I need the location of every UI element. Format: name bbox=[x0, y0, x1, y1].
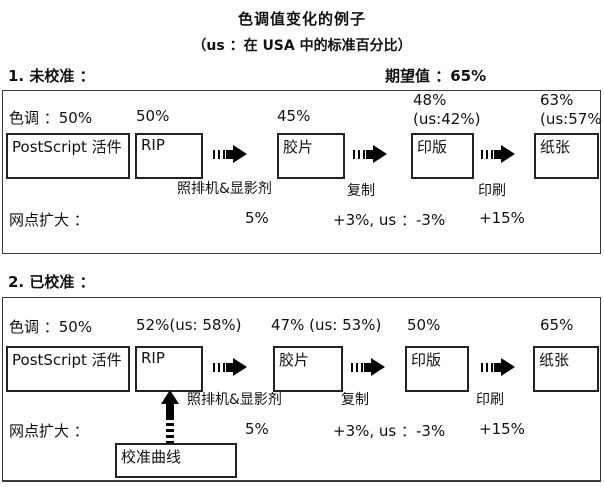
section2-value-plate: 50% bbox=[407, 316, 441, 334]
section1-tone-label: 色调 ：50% bbox=[9, 109, 93, 127]
section2-value-film: 47% (us: 53%) bbox=[271, 316, 382, 334]
section2-dotgain-paper: +15% bbox=[479, 420, 525, 438]
arrow-shaft bbox=[494, 362, 501, 372]
node-postscript-job: PostScript 活件 bbox=[6, 133, 130, 179]
arrow-head bbox=[371, 358, 385, 376]
process-label-copy: 复制 bbox=[341, 392, 369, 408]
node-paper: 纸张 bbox=[533, 346, 599, 392]
section1-value-paper-line1: 63% bbox=[540, 91, 574, 109]
process-label-copy: 复制 bbox=[347, 183, 375, 199]
arrow-head bbox=[233, 358, 247, 376]
arrow-stripes bbox=[353, 149, 366, 159]
section1-value-plate-line2: (us:42%) bbox=[413, 110, 481, 128]
section1-dotgain-plate: +3%, us ：-3% bbox=[333, 211, 446, 229]
section1-dotgain-film: 5% bbox=[245, 209, 269, 227]
arrow-stripes bbox=[351, 362, 364, 372]
section2-value-rip: 52%(us: 58%) bbox=[136, 316, 242, 334]
section1-value-paper-line2: (us:57% bbox=[540, 110, 602, 128]
arrow-head bbox=[501, 145, 515, 163]
node-postscript-job: PostScript 活件 bbox=[6, 346, 130, 392]
section1-value-rip: 50% bbox=[136, 107, 170, 125]
arrow-head bbox=[501, 358, 515, 376]
section2-dotgain-label: 网点扩大 ： bbox=[9, 422, 89, 440]
section1-value-plate-line1: 48% bbox=[413, 91, 447, 109]
section2-dotgain-plate: +3%, us ：-3% bbox=[333, 422, 446, 440]
section1-dotgain-label: 网点扩大 ： bbox=[9, 211, 89, 229]
section2-dotgain-film: 5% bbox=[245, 420, 269, 438]
flow-arrow-icon bbox=[481, 145, 515, 163]
section1-value-paper: 63% (us:57% bbox=[540, 91, 602, 129]
arrow-shaft bbox=[366, 149, 373, 159]
section1-dotgain-paper: +15% bbox=[479, 209, 525, 227]
flow-arrow-icon bbox=[353, 145, 387, 163]
section2-heading: 2. 已校准 ： bbox=[8, 273, 95, 291]
flow-arrow-icon bbox=[213, 145, 247, 163]
arrow-head bbox=[373, 145, 387, 163]
section2-panel: 色调 ：50% 52%(us: 58%) 47% (us: 53%) 50% 6… bbox=[2, 297, 601, 482]
arrow-shaft bbox=[364, 362, 371, 372]
process-label-imagesetter: 照排机&显影剂 bbox=[177, 181, 272, 197]
arrow-shaft bbox=[494, 149, 501, 159]
node-rip: RIP bbox=[135, 346, 203, 392]
node-plate: 印版 bbox=[405, 346, 469, 392]
feedback-arrow-icon bbox=[161, 390, 179, 444]
process-label-print: 印刷 bbox=[476, 392, 504, 408]
node-paper: 纸张 bbox=[534, 133, 599, 179]
diagram-subtitle: （us ：在 USA 中的标准百分比） bbox=[192, 38, 412, 54]
node-plate: 印版 bbox=[411, 133, 474, 179]
arrow-stripes bbox=[481, 362, 494, 372]
node-film: 胶片 bbox=[273, 346, 343, 392]
section2-tone-label: 色调 ：50% bbox=[9, 318, 93, 336]
arrow-shaft bbox=[226, 362, 233, 372]
expected-value-label: 期望值 ：65% bbox=[385, 67, 487, 85]
arrow-head bbox=[233, 145, 247, 163]
flow-arrow-icon bbox=[481, 358, 515, 376]
section2-value-paper: 65% bbox=[540, 316, 574, 334]
arrow-stripes bbox=[481, 149, 494, 159]
flow-arrow-icon bbox=[351, 358, 385, 376]
node-rip: RIP bbox=[135, 133, 203, 179]
flow-arrow-icon bbox=[213, 358, 247, 376]
arrow-head bbox=[161, 390, 179, 404]
process-label-print: 印刷 bbox=[478, 183, 506, 199]
arrow-shaft bbox=[166, 404, 174, 417]
calibration-curve-box: 校准曲线 bbox=[115, 443, 237, 478]
arrow-stripes bbox=[213, 362, 226, 372]
process-label-imagesetter: 照排机&显影剂 bbox=[187, 392, 282, 408]
diagram-title: 色调值变化的例子 bbox=[237, 10, 366, 28]
arrow-stripes bbox=[213, 149, 226, 159]
arrow-shaft bbox=[226, 149, 233, 159]
node-film: 胶片 bbox=[277, 133, 345, 179]
section1-value-film: 45% bbox=[277, 107, 311, 125]
section1-heading: 1. 未校准 ： bbox=[8, 67, 95, 85]
section1-value-plate: 48% (us:42%) bbox=[413, 91, 480, 129]
section1-panel: 色调 ：50% 50% 45% 48% (us:42%) 63% (us:57%… bbox=[2, 90, 602, 254]
arrow-stripes bbox=[166, 417, 174, 444]
